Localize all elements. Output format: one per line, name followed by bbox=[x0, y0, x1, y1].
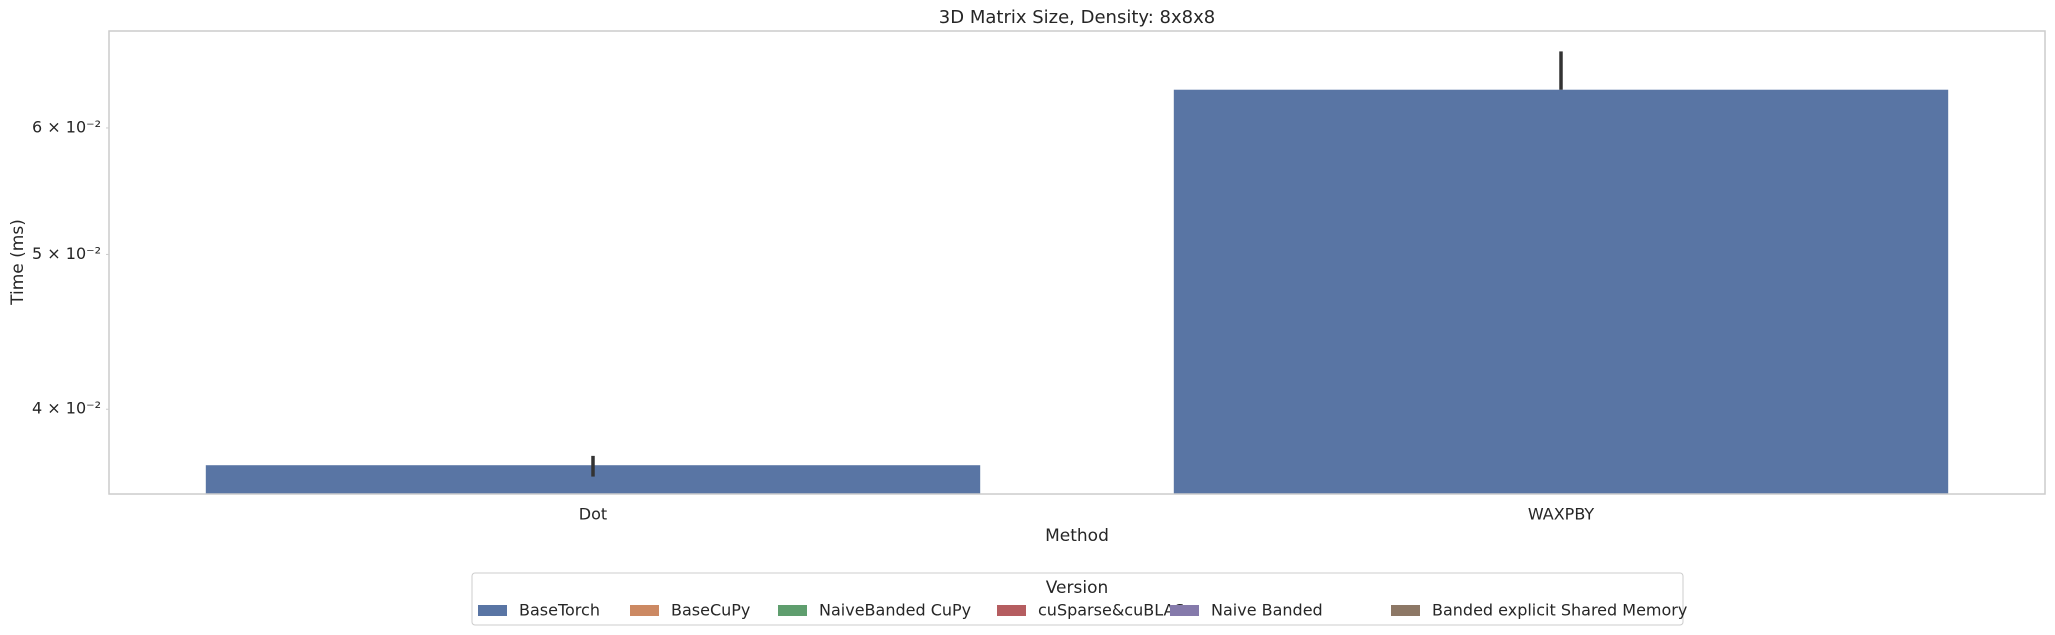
legend-title: Version bbox=[1046, 578, 1109, 598]
x-tick-label: Dot bbox=[579, 505, 607, 524]
legend-label: Naive Banded bbox=[1211, 601, 1323, 620]
legend-label: NaiveBanded CuPy bbox=[819, 601, 971, 620]
x-axis-label: Method bbox=[1045, 526, 1109, 546]
legend-label: Banded explicit Shared Memory bbox=[1432, 601, 1687, 620]
legend-box bbox=[471, 572, 1684, 626]
legend-label: BaseTorch bbox=[519, 601, 600, 620]
legend-swatch bbox=[778, 605, 807, 616]
y-tick-label: 6 × 10⁻² bbox=[32, 117, 101, 136]
plot-frame bbox=[108, 30, 2046, 495]
legend-swatch bbox=[1170, 605, 1199, 616]
legend-swatch bbox=[997, 605, 1026, 616]
legend-label: cuSparse&cuBLAS bbox=[1038, 601, 1185, 620]
y-axis-label: Time (ms) bbox=[8, 219, 28, 306]
x-tick-label: WAXPBY bbox=[1528, 505, 1595, 524]
legend-swatch bbox=[478, 605, 507, 616]
bar bbox=[1173, 89, 1949, 495]
chart-title: 3D Matrix Size, Density: 8x8x8 bbox=[939, 7, 1215, 28]
y-tick-label: 5 × 10⁻² bbox=[32, 244, 101, 263]
y-tick-label: 4 × 10⁻² bbox=[32, 399, 101, 418]
legend-swatch bbox=[1391, 605, 1420, 616]
legend-label: BaseCuPy bbox=[671, 601, 750, 620]
legend-swatch bbox=[630, 605, 659, 616]
